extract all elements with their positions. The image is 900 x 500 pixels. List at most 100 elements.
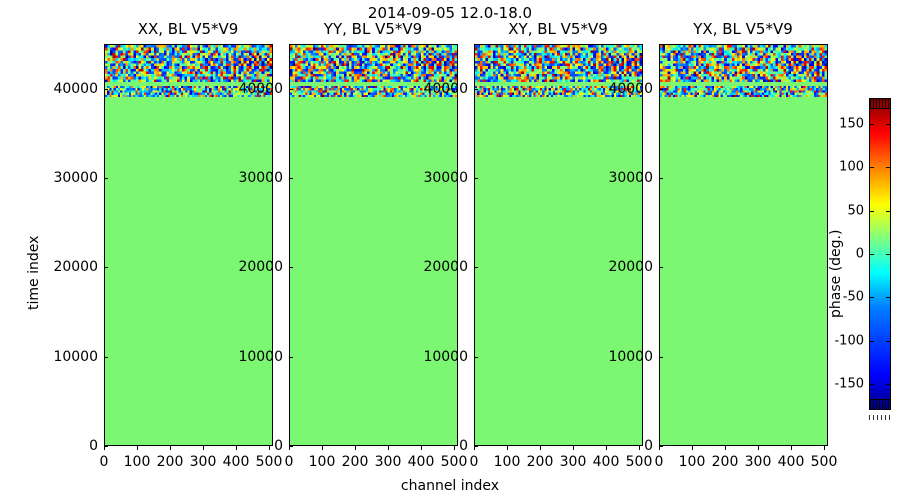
x-tick-label-3-5: 500: [810, 454, 838, 470]
colorbar-tick-mark-right-1: [886, 341, 891, 342]
x-tick-mark-2-0: [474, 446, 475, 450]
y-tick-mark-2-4: [474, 89, 478, 90]
y-tick-label-2-0: 0: [459, 438, 468, 454]
x-tick-label-1-5: 500: [440, 454, 468, 470]
x-tick-label-1-0: 0: [284, 454, 294, 470]
x-tick-mark-1-1: [322, 446, 323, 450]
y-tick-label-2-4: 40000: [423, 81, 468, 97]
y-tick-mark-1-4: [289, 89, 293, 90]
x-tick-label-0-0: 0: [99, 454, 109, 470]
colorbar-tick-mark-6: [869, 124, 874, 125]
heatmap-panel-3[interactable]: [659, 44, 828, 446]
colorbar-tick-label-3: 0: [855, 246, 864, 262]
colorbar-tick-mark-1: [869, 341, 874, 342]
x-tick-mark-3-3: [758, 446, 759, 450]
x-tick-mark-3-0: [659, 446, 660, 450]
x-tick-mark-0-1: [137, 446, 138, 450]
y-tick-label-3-0: 0: [644, 438, 653, 454]
x-tick-label-2-5: 500: [625, 454, 653, 470]
y-tick-mark-0-0: [104, 446, 108, 447]
y-tick-mark-0-2: [104, 267, 108, 268]
colorbar-tick-label-6: 150: [839, 116, 864, 132]
colorbar-label: phase (deg.): [828, 229, 844, 318]
x-tick-label-3-2: 200: [711, 454, 739, 470]
colorbar-tick-mark-3: [869, 254, 874, 255]
x-tick-label-1-4: 400: [407, 454, 435, 470]
x-tick-label-1-1: 100: [308, 454, 336, 470]
y-tick-mark-3-1: [659, 357, 663, 358]
colorbar-over-divider: [870, 108, 890, 109]
y-tick-label-1-3: 30000: [238, 170, 283, 186]
y-tick-mark-3-4: [659, 89, 663, 90]
x-tick-label-2-1: 100: [493, 454, 521, 470]
colorbar-tick-mark-right-5: [886, 167, 891, 168]
x-tick-label-2-2: 200: [526, 454, 554, 470]
x-tick-mark-1-0: [289, 446, 290, 450]
colorbar-tick-label-1: -100: [834, 333, 864, 349]
y-tick-mark-2-3: [474, 178, 478, 179]
y-tick-mark-3-0: [659, 446, 663, 447]
panel-title-2: XY, BL V5*V9: [508, 20, 608, 38]
y-tick-label-2-2: 20000: [423, 259, 468, 275]
colorbar-gradient: [870, 99, 890, 409]
colorbar-tick-label-5: 100: [839, 159, 864, 175]
colorbar-tick-mark-4: [869, 211, 874, 212]
panel-title-0: XX, BL V5*V9: [137, 20, 239, 38]
colorbar-tick-mark-right-0: [886, 384, 891, 385]
x-tick-label-2-3: 300: [559, 454, 587, 470]
heatmap-panel-1[interactable]: [289, 44, 458, 446]
x-tick-mark-1-3: [388, 446, 389, 450]
noise-band-0-1: [105, 86, 272, 97]
x-tick-label-0-1: 100: [123, 454, 151, 470]
colorbar-tick-mark-right-2: [886, 297, 891, 298]
colorbar-under-divider: [870, 399, 890, 400]
x-tick-mark-3-5: [824, 446, 825, 450]
heatmap-panel-0[interactable]: [104, 44, 273, 446]
panel-title-3: YX, BL V5*V9: [693, 20, 793, 38]
y-tick-label-0-2: 20000: [53, 259, 98, 275]
x-tick-mark-1-4: [421, 446, 422, 450]
y-tick-label-2-1: 10000: [423, 349, 468, 365]
y-tick-mark-2-1: [474, 357, 478, 358]
colorbar-over-hatch: [870, 99, 890, 108]
x-tick-label-2-0: 0: [469, 454, 479, 470]
x-tick-label-3-3: 300: [744, 454, 772, 470]
x-tick-mark-0-4: [236, 446, 237, 450]
y-tick-label-0-0: 0: [89, 438, 98, 454]
figure-suptitle: 2014-09-05 12.0-18.0: [367, 4, 533, 22]
y-tick-label-1-0: 0: [274, 438, 283, 454]
x-tick-label-0-5: 500: [255, 454, 283, 470]
x-tick-mark-0-5: [269, 446, 270, 450]
colorbar-tick-label-2: -50: [842, 289, 864, 305]
y-tick-mark-2-2: [474, 267, 478, 268]
y-tick-label-1-2: 20000: [238, 259, 283, 275]
colorbar-tick-mark-right-3: [886, 254, 891, 255]
y-tick-label-2-3: 30000: [423, 170, 468, 186]
y-tick-mark-1-3: [289, 178, 293, 179]
x-tick-label-2-4: 400: [592, 454, 620, 470]
noise-band-3-1: [660, 86, 827, 97]
y-tick-label-0-3: 30000: [53, 170, 98, 186]
noise-band-3-0: [660, 45, 827, 82]
y-tick-mark-1-2: [289, 267, 293, 268]
y-tick-label-3-4: 40000: [608, 81, 653, 97]
colorbar-tick-mark-0: [869, 384, 874, 385]
y-tick-label-3-3: 30000: [608, 170, 653, 186]
x-tick-label-3-4: 400: [777, 454, 805, 470]
x-tick-mark-3-1: [692, 446, 693, 450]
heatmap-panel-2[interactable]: [474, 44, 643, 446]
y-tick-mark-1-0: [289, 446, 293, 447]
y-tick-mark-2-0: [474, 446, 478, 447]
x-tick-label-3-0: 0: [654, 454, 664, 470]
colorbar-under-hatch: [870, 400, 890, 409]
x-tick-mark-2-5: [639, 446, 640, 450]
x-tick-label-3-1: 100: [678, 454, 706, 470]
y-tick-mark-0-4: [104, 89, 108, 90]
colorbar-bad-value-swatch: [869, 415, 891, 420]
y-tick-label-1-4: 40000: [238, 81, 283, 97]
x-tick-mark-2-2: [540, 446, 541, 450]
noise-band-0-0: [105, 45, 272, 82]
x-tick-mark-3-4: [791, 446, 792, 450]
x-tick-label-0-2: 200: [156, 454, 184, 470]
colorbar-tick-mark-right-6: [886, 124, 891, 125]
